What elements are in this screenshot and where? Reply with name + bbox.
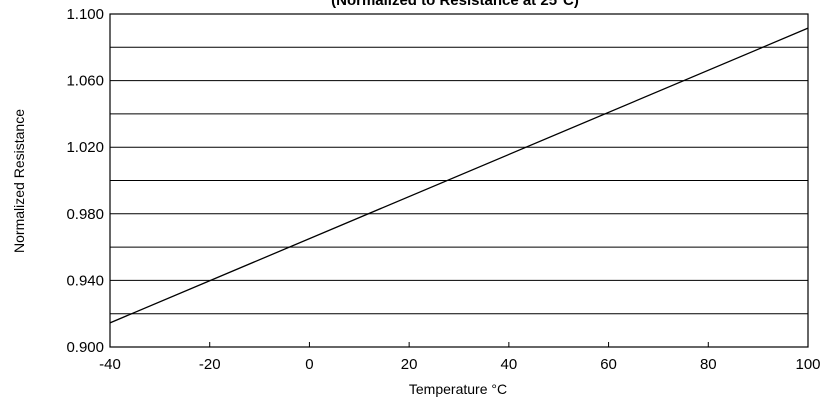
x-tick-label: -20 xyxy=(199,356,221,373)
x-tick-label: 80 xyxy=(700,356,717,373)
plot-frame xyxy=(109,13,809,348)
gridlines xyxy=(110,13,808,348)
x-axis-label: Temperature °C xyxy=(409,381,507,397)
x-tick-label: 60 xyxy=(600,356,617,373)
y-tick-label: 1.060 xyxy=(66,73,104,90)
chart-title: (Normalized to Resistance at 25°C) xyxy=(331,0,579,9)
x-tick-label: 0 xyxy=(305,356,313,373)
series-layer xyxy=(109,27,809,324)
y-tick-label: 0.940 xyxy=(66,272,104,289)
x-tick-label: 100 xyxy=(795,356,820,373)
x-tick-label: 40 xyxy=(501,356,518,373)
y-tick-label: 0.980 xyxy=(66,206,104,223)
y-tick-label: 1.020 xyxy=(66,139,104,156)
y-axis-ticks: 0.900 0.940 0.980 1.020 1.060 1.100 xyxy=(66,6,104,356)
x-tick-label: -40 xyxy=(99,356,121,373)
y-axis-label: Normalized Resistance xyxy=(11,109,27,253)
y-tick-label: 0.900 xyxy=(66,339,104,356)
series-line-0 xyxy=(109,27,809,324)
y-tick-label: 1.100 xyxy=(66,6,104,23)
x-axis-ticks: -40 -20 0 20 40 60 80 100 xyxy=(99,342,821,373)
x-tick-label: 20 xyxy=(401,356,418,373)
